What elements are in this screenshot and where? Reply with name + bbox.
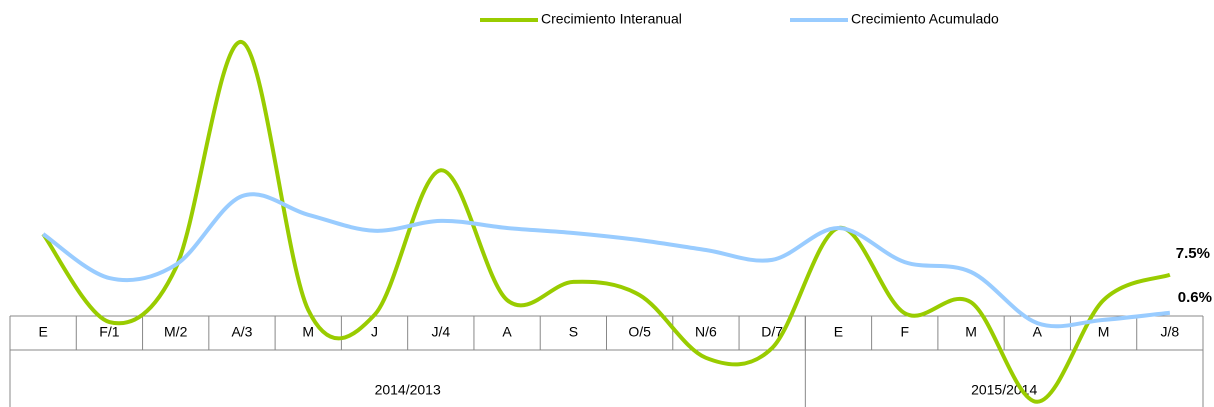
data-label: 0.6% [1178, 289, 1212, 306]
x-tick-label: J/8 [1161, 324, 1180, 340]
x-tick-label: J/4 [431, 324, 450, 340]
x-tick-label: A/3 [231, 324, 252, 340]
x-tick-label: A [1033, 324, 1043, 340]
x-tick-label: M [1098, 324, 1110, 340]
x-tick-label: M [965, 324, 977, 340]
series-line [41, 192, 1171, 329]
x-tick-label: O/5 [628, 324, 651, 340]
x-tick-label: A [502, 324, 512, 340]
data-label: 7.5% [1176, 245, 1210, 262]
x-tick-label: E [38, 324, 47, 340]
x-tick-label: F [900, 324, 909, 340]
x-tick-label: E [834, 324, 843, 340]
x-tick-label: J [371, 324, 378, 340]
x-tick-label: N/6 [695, 324, 717, 340]
x-tick-label: S [569, 324, 578, 340]
x-tick-label: M [302, 324, 314, 340]
series-line [41, 40, 1171, 404]
x-tick-label: F/1 [99, 324, 119, 340]
legend-label: Crecimiento Interanual [541, 11, 682, 27]
x-tick-label: M/2 [164, 324, 188, 340]
group-label: 2014/2013 [375, 382, 441, 398]
x-tick-label: D/7 [761, 324, 783, 340]
legend-label: Crecimiento Acumulado [851, 11, 999, 27]
